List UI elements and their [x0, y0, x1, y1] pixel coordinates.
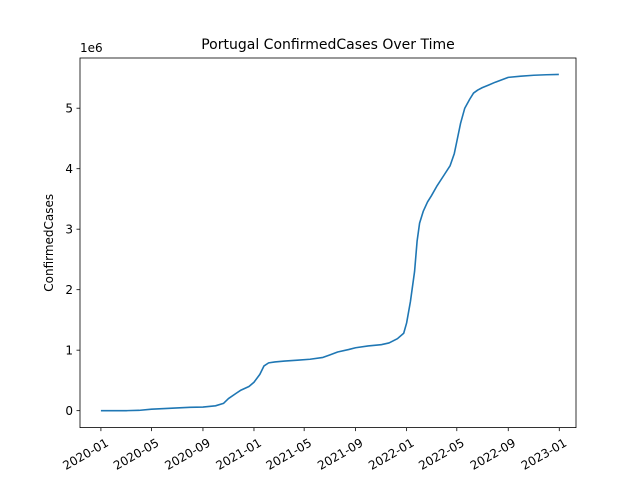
y-axis-label: ConfirmedCases: [42, 194, 56, 292]
y-offset-label: 1e6: [80, 41, 103, 55]
y-tick-label: 0: [65, 404, 73, 418]
series-line-0: [100, 73, 559, 412]
plot-area: [80, 58, 576, 428]
series-layer: [100, 73, 559, 412]
y-tick-label: 4: [65, 162, 73, 176]
y-tick-label: 3: [65, 222, 73, 236]
y-tick-label: 2: [65, 283, 73, 297]
y-tick-label: 5: [65, 102, 73, 116]
plot-frame: [79, 57, 577, 429]
y-axis: 0 1 2 3 4 5: [65, 102, 80, 418]
chart-title: Portugal ConfirmedCases Over Time: [201, 37, 455, 53]
y-tick-label: 1: [65, 343, 73, 357]
